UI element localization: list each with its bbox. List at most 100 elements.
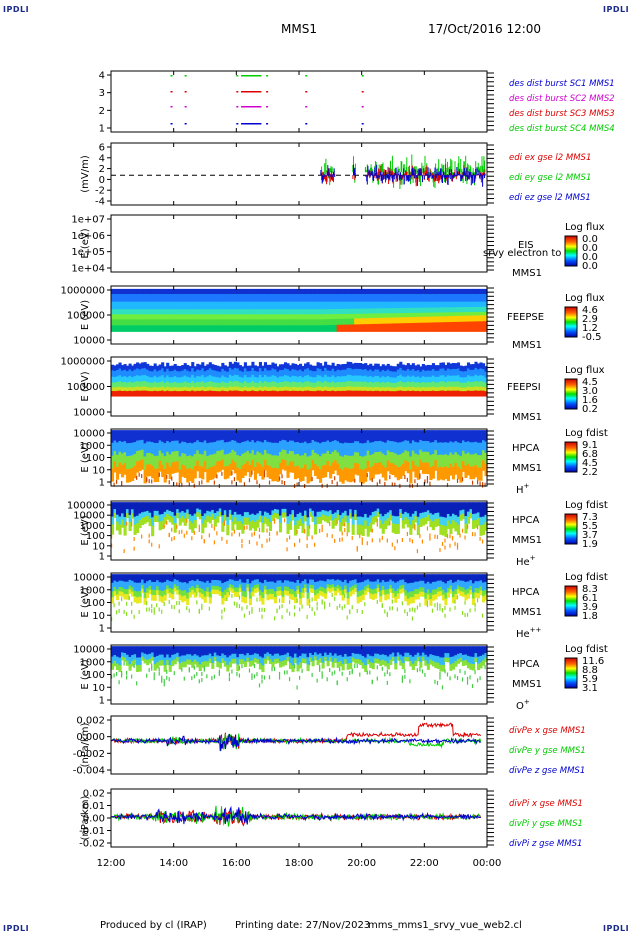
heatmap-cell (409, 307, 413, 314)
heatmap-cell (384, 371, 388, 378)
heatmap-cell (286, 293, 290, 303)
heatmap-cell (223, 510, 227, 516)
heatmap-cell (329, 588, 333, 593)
heatmap-cell (351, 668, 353, 673)
heatmap-cell (236, 314, 240, 320)
heatmap-cell (296, 376, 300, 383)
heatmap-cell (146, 288, 150, 295)
heatmap-cell (431, 574, 435, 583)
heatmap-cell (409, 646, 413, 656)
heatmap-cell (171, 537, 173, 542)
heatmap-cell (351, 288, 355, 295)
heatmap-cell (379, 646, 383, 656)
heatmap-cell (291, 581, 295, 590)
heatmap-cell (454, 381, 458, 388)
heatmap-cell (293, 582, 298, 592)
heatmap-cell (123, 525, 127, 536)
heatmap-cell (276, 288, 280, 295)
heatmap-cell (344, 502, 348, 512)
heatmap-cell (256, 293, 260, 303)
heatmap-cell (283, 590, 288, 595)
heatmap-cell (188, 301, 192, 310)
heatmap-cell (156, 365, 160, 372)
heatmap-cell (193, 288, 197, 295)
heatmap-cell (221, 301, 225, 310)
heatmap-cell (324, 515, 328, 522)
heatmap-cell (156, 442, 160, 457)
heatmap-cell (128, 442, 132, 457)
heatmap-cell (113, 377, 117, 384)
heatmap-cell (186, 319, 190, 326)
heatmap-cell (354, 390, 358, 397)
heatmap-cell (446, 646, 450, 654)
heatmap-cell (454, 301, 458, 308)
heatmap-cell (216, 387, 220, 392)
heatmap-cell (474, 386, 478, 392)
heatmap-cell (256, 658, 260, 664)
heatmap-cell (253, 387, 257, 392)
heatmap-cell (223, 365, 227, 372)
heatmap-cell (251, 301, 255, 310)
heatmap-cell (201, 655, 205, 663)
heatmap-cell (228, 325, 232, 332)
heatmap-cell (256, 653, 260, 660)
heatmap-cell (256, 391, 260, 397)
heatmap-cell (341, 606, 343, 611)
heatmap-cell (464, 293, 468, 303)
heatmap-cell (439, 591, 443, 596)
heatmap-cell (311, 365, 315, 372)
heatmap-cell (131, 387, 135, 392)
heatmap-cell (293, 386, 298, 392)
heatmap-cell (464, 515, 468, 525)
heatmap-cell (346, 380, 350, 387)
heatmap-cell (191, 515, 195, 524)
heatmap-cell (243, 381, 247, 388)
heatmap-cell (213, 656, 217, 662)
heatmap-cell (351, 652, 355, 659)
heatmap-cell (381, 313, 385, 319)
instrument-label: EIS (518, 240, 534, 251)
heatmap-cell (116, 646, 120, 658)
heatmap-cell (191, 319, 195, 326)
heatmap-cell (481, 321, 486, 332)
heatmap-cell (396, 516, 400, 525)
heatmap-cell (329, 584, 333, 590)
heatmap-cell (341, 381, 345, 388)
heatmap-cell (201, 293, 205, 303)
heatmap-cell (354, 293, 358, 303)
heatmap-cell (258, 309, 262, 315)
heatmap-cell (411, 301, 415, 309)
heatmap-cell (228, 293, 232, 303)
heatmap-cell (479, 467, 483, 481)
heatmap-cell (268, 387, 273, 392)
heatmap-cell (268, 588, 273, 595)
heatmap-cell (186, 387, 190, 392)
heatmap-cell (226, 465, 230, 479)
spectrogram (111, 646, 488, 690)
heatmap-cell (208, 442, 212, 456)
heatmap-cell (216, 450, 220, 462)
heatmap-cell (386, 293, 390, 303)
heatmap-cell (349, 656, 353, 664)
heatmap-cell (376, 584, 380, 589)
heatmap-cell (409, 524, 413, 535)
heatmap-cell (231, 593, 233, 598)
heatmap-cell (339, 364, 343, 371)
heatmap-cell (251, 430, 255, 441)
heatmap-cell (293, 309, 298, 315)
heatmap-cell (186, 606, 188, 611)
heatmap-cell (469, 509, 473, 514)
heatmap-cell (314, 524, 318, 535)
heatmap-cell (329, 514, 333, 521)
heatmap-cell (456, 362, 461, 370)
heatmap-cell (341, 574, 345, 583)
heatmap-cell (278, 515, 283, 524)
heatmap-cell (188, 502, 192, 515)
heatmap-cell (116, 514, 120, 523)
heatmap-cell (361, 525, 365, 536)
heatmap-cell (456, 466, 461, 480)
heatmap-cell (183, 325, 187, 332)
heatmap-cell (288, 440, 293, 452)
heatmap-cell (141, 459, 145, 470)
heatmap-cell (181, 382, 185, 388)
